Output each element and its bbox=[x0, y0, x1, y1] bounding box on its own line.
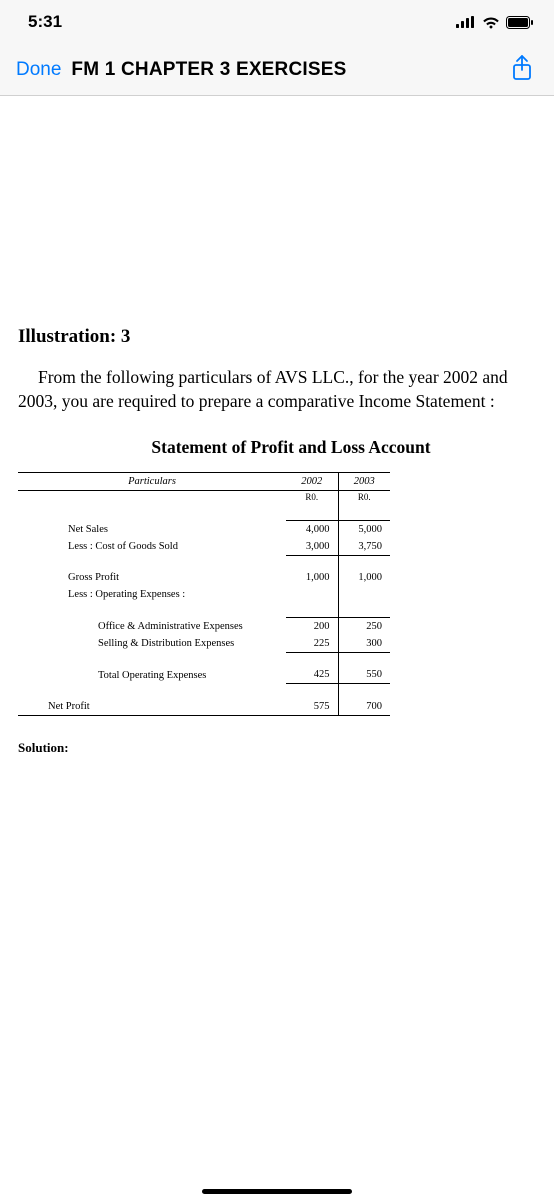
cell-label: Total Operating Expenses bbox=[18, 666, 286, 684]
spacer bbox=[18, 603, 390, 617]
status-bar: 5:31 bbox=[0, 0, 554, 44]
cell-b: 250 bbox=[338, 617, 390, 635]
table-header-row: Particulars 2002 2003 bbox=[18, 473, 390, 491]
battery-icon bbox=[506, 16, 534, 29]
home-indicator[interactable] bbox=[202, 1189, 352, 1194]
row-net-sales: Net Sales 4,000 5,000 bbox=[18, 520, 390, 538]
cell-label: Net Sales bbox=[18, 520, 286, 538]
illustration-heading: Illustration: 3 bbox=[18, 326, 544, 348]
cellular-signal-icon bbox=[456, 16, 476, 28]
cell-b: 5,000 bbox=[338, 520, 390, 538]
cell-a: 575 bbox=[286, 698, 338, 716]
document-viewport[interactable]: Illustration: 3 From the following parti… bbox=[0, 96, 554, 1200]
page-title: FM 1 CHAPTER 3 EXERCISES bbox=[71, 59, 496, 81]
cell-label: Less : Cost of Goods Sold bbox=[18, 538, 286, 556]
row-cogs: Less : Cost of Goods Sold 3,000 3,750 bbox=[18, 538, 390, 556]
illustration-body-text: From the following particulars of AVS LL… bbox=[18, 367, 508, 411]
cell-label: Net Profit bbox=[18, 698, 286, 716]
document-body: Illustration: 3 From the following parti… bbox=[0, 96, 554, 756]
done-button[interactable]: Done bbox=[16, 59, 61, 81]
row-gross-profit: Gross Profit 1,000 1,000 bbox=[18, 569, 390, 586]
row-office-expenses: Office & Administrative Expenses 200 250 bbox=[18, 617, 390, 635]
cell-a: 1,000 bbox=[286, 569, 338, 586]
spacer bbox=[18, 506, 390, 520]
cell-a: 425 bbox=[286, 666, 338, 684]
table-unit-row: R0. R0. bbox=[18, 491, 390, 507]
col-year-b: 2003 bbox=[338, 473, 390, 491]
cell-label: Selling & Distribution Expenses bbox=[18, 635, 286, 653]
row-selling-expenses: Selling & Distribution Expenses 225 300 bbox=[18, 635, 390, 653]
cell-b: 3,750 bbox=[338, 538, 390, 556]
cell-a: 225 bbox=[286, 635, 338, 653]
row-net-profit: Net Profit 575 700 bbox=[18, 698, 390, 716]
status-time: 5:31 bbox=[28, 12, 62, 32]
spacer bbox=[18, 555, 390, 569]
cell-a: 200 bbox=[286, 617, 338, 635]
solution-heading: Solution: bbox=[18, 740, 544, 756]
cell-b: 300 bbox=[338, 635, 390, 653]
cell-a: 3,000 bbox=[286, 538, 338, 556]
statement-title: Statement of Profit and Loss Account bbox=[18, 437, 544, 458]
cell-label: Gross Profit bbox=[18, 569, 286, 586]
cell-label: Less : Operating Expenses : bbox=[18, 586, 286, 603]
col-year-a: 2002 bbox=[286, 473, 338, 491]
navigation-bar: Done FM 1 CHAPTER 3 EXERCISES bbox=[0, 44, 554, 96]
cell-a: 4,000 bbox=[286, 520, 338, 538]
cell-label: Office & Administrative Expenses bbox=[18, 617, 286, 635]
spacer bbox=[18, 684, 390, 698]
share-button[interactable] bbox=[506, 50, 538, 89]
cell-b: 700 bbox=[338, 698, 390, 716]
profit-loss-table: Particulars 2002 2003 R0. R0. Net Sales … bbox=[18, 472, 390, 716]
unit-b: R0. bbox=[338, 491, 390, 507]
unit-a: R0. bbox=[286, 491, 338, 507]
row-opex-label: Less : Operating Expenses : bbox=[18, 586, 390, 603]
illustration-body: From the following particulars of AVS LL… bbox=[18, 366, 544, 413]
wifi-icon bbox=[482, 16, 500, 29]
cell-b: 1,000 bbox=[338, 569, 390, 586]
cell-b: 550 bbox=[338, 666, 390, 684]
spacer bbox=[18, 652, 390, 666]
row-total-opex: Total Operating Expenses 425 550 bbox=[18, 666, 390, 684]
status-icons bbox=[456, 16, 534, 29]
share-icon bbox=[510, 70, 534, 85]
col-particulars: Particulars bbox=[18, 473, 286, 491]
